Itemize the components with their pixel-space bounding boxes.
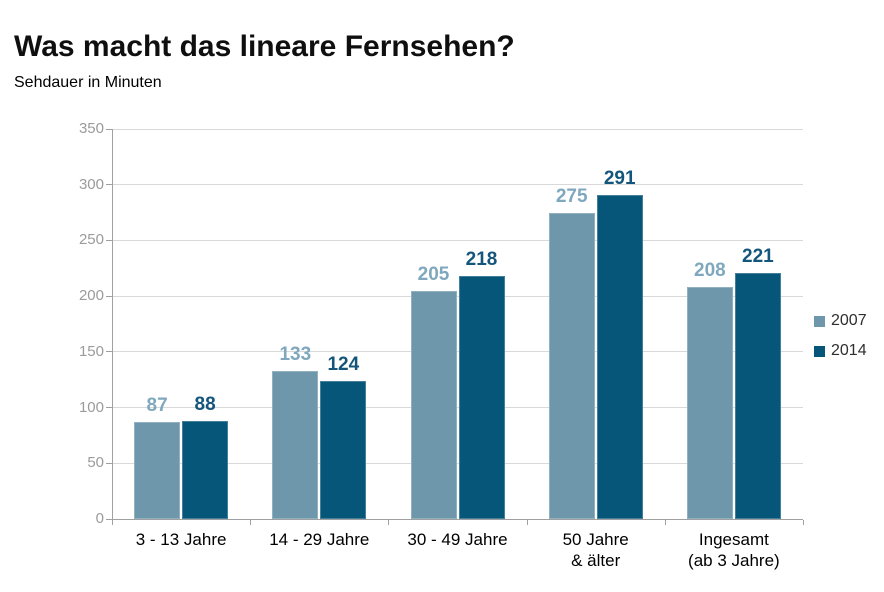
x-axis-tick (664, 520, 666, 525)
y-tick-label: 100 (78, 398, 104, 416)
legend-label: 2014 (831, 342, 867, 359)
category-label: 50 Jahre & älter (562, 530, 629, 570)
x-axis-tick (526, 520, 528, 525)
gridline (112, 128, 803, 130)
category-label: 3 - 13 Jahre (135, 530, 227, 549)
value-label-2014: 88 (194, 393, 216, 415)
value-label-2007: 275 (555, 185, 588, 207)
bar-2007 (134, 422, 181, 519)
y-tick-label: 0 (95, 510, 104, 527)
category-label: 14 - 29 Jahre (269, 530, 370, 549)
y-axis-tick (106, 239, 112, 241)
y-axis (112, 129, 113, 519)
gridline (112, 184, 803, 186)
y-axis-tick (106, 351, 112, 353)
y-axis-tick (106, 407, 112, 409)
gridline (112, 462, 803, 464)
legend-item-2014: 2014 (814, 342, 867, 360)
y-tick-label: 300 (78, 175, 104, 193)
chart-subtitle: Sehdauer in Minuten (14, 74, 162, 91)
x-axis-tick (803, 520, 804, 525)
x-axis (112, 519, 803, 520)
chart-title: Was macht das lineare Fernsehen? (14, 30, 515, 64)
x-axis-tick (112, 520, 113, 525)
x-axis-tick (250, 520, 252, 525)
gridline (112, 351, 803, 353)
gridline (112, 407, 803, 409)
bar-2014 (734, 272, 781, 519)
gridline (112, 239, 803, 241)
y-tick-label: 150 (78, 342, 104, 360)
value-label-2014: 221 (742, 245, 774, 267)
legend-item-2007: 2007 (814, 312, 867, 330)
value-label-2007: 87 (146, 395, 168, 417)
bar-2014 (458, 276, 505, 519)
value-label-2007: 133 (279, 343, 312, 365)
y-axis-tick (106, 518, 112, 520)
bar-2014 (320, 380, 367, 519)
value-label-2014: 124 (327, 353, 360, 375)
category-label: 30 - 49 Jahre (407, 530, 508, 549)
chart-legend: 2007 2014 (814, 312, 867, 372)
y-axis-tick (106, 295, 112, 297)
y-tick-label: 50 (87, 454, 104, 472)
legend-label: 2007 (831, 312, 867, 329)
category-label: Ingesamt (ab 3 Jahre) (688, 530, 780, 570)
bar-2007 (548, 212, 595, 519)
bar-2007 (272, 370, 319, 519)
legend-swatch-icon (814, 315, 825, 327)
y-axis-tick (106, 128, 112, 130)
legend-swatch-icon (814, 345, 825, 357)
bar-2014 (182, 420, 229, 519)
bar-2014 (596, 194, 643, 519)
value-label-2014: 218 (465, 249, 498, 271)
y-tick-label: 250 (78, 231, 104, 249)
bar-2007 (410, 290, 457, 519)
y-axis-tick (106, 184, 112, 186)
bar-2007 (686, 287, 733, 519)
y-tick-label: 350 (78, 120, 104, 137)
y-axis-tick (106, 462, 112, 464)
value-label-2014: 291 (603, 167, 636, 189)
x-axis-tick (388, 520, 390, 525)
value-label-2007: 208 (694, 260, 726, 282)
y-tick-label: 200 (78, 287, 104, 305)
value-label-2007: 205 (417, 263, 450, 285)
gridline (112, 295, 803, 297)
